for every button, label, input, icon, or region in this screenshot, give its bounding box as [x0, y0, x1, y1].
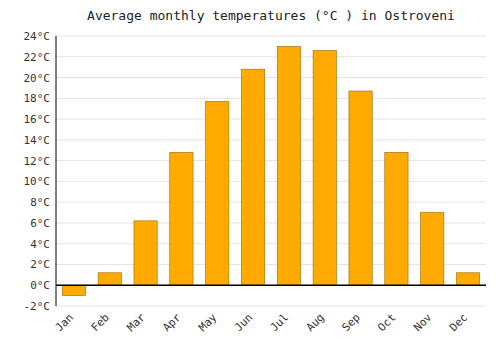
- x-tick-label: Nov: [411, 311, 435, 335]
- y-tick-label: 14°C: [24, 134, 51, 147]
- x-tick-label: Mar: [124, 311, 148, 335]
- bar: [62, 285, 85, 295]
- chart-svg: Average monthly temperatures (°C ) in Os…: [0, 0, 500, 350]
- grid-line: [56, 181, 486, 182]
- grid-line: [56, 36, 486, 37]
- grid: [56, 36, 486, 306]
- grid-line: [56, 119, 486, 120]
- x-tick-label: Oct: [375, 311, 398, 334]
- y-tick-label: 10°C: [24, 175, 51, 188]
- y-tick-label: 24°C: [24, 30, 51, 43]
- bar: [98, 273, 121, 285]
- bar: [421, 213, 444, 286]
- grid-line: [56, 77, 486, 78]
- y-tick-label: 20°C: [24, 72, 51, 85]
- title: Average monthly temperatures (°C ) in Os…: [87, 8, 455, 23]
- y-tick-label: 8°C: [30, 196, 50, 209]
- y-tick-label: 6°C: [30, 217, 50, 230]
- x-tick-label: Feb: [89, 311, 112, 334]
- grid-line: [56, 139, 486, 140]
- grid-line: [56, 306, 486, 307]
- bar: [170, 152, 193, 285]
- x-tick-label: Dec: [447, 311, 470, 334]
- y-tick-label: 12°C: [24, 155, 51, 168]
- bar: [277, 46, 300, 285]
- bars: [62, 46, 479, 295]
- y-tick-label: 18°C: [24, 92, 51, 105]
- grid-line: [56, 56, 486, 57]
- bar: [206, 101, 229, 285]
- x-tick-label: Jul: [268, 311, 291, 334]
- grid-line: [56, 285, 486, 286]
- grid-line: [56, 98, 486, 99]
- y-axis-line: [56, 36, 57, 306]
- y-tick-label: 4°C: [30, 238, 50, 251]
- chart-container: Average monthly temperatures (°C ) in Os…: [0, 0, 500, 350]
- y-tick-label: 0°C: [30, 279, 50, 292]
- bar: [385, 152, 408, 285]
- y-tick-label: 16°C: [24, 113, 51, 126]
- x-tick-label: Apr: [160, 311, 184, 335]
- bar: [134, 221, 157, 285]
- grid-line: [56, 202, 486, 203]
- zero-line: [56, 284, 486, 286]
- bar: [349, 91, 372, 285]
- bar: [456, 273, 479, 285]
- y-tick-label: -2°C: [24, 300, 51, 313]
- x-tick-label: Jan: [53, 311, 76, 334]
- y-tick-label: 22°C: [24, 51, 51, 64]
- grid-line: [56, 160, 486, 161]
- bar: [313, 51, 336, 286]
- bar: [241, 69, 264, 285]
- y-tick-label: 2°C: [30, 258, 50, 271]
- x-tick-label: Jun: [232, 311, 255, 334]
- x-tick-label: May: [196, 311, 220, 335]
- x-tick-label: Sep: [339, 311, 362, 334]
- x-tick-label: Aug: [304, 311, 327, 334]
